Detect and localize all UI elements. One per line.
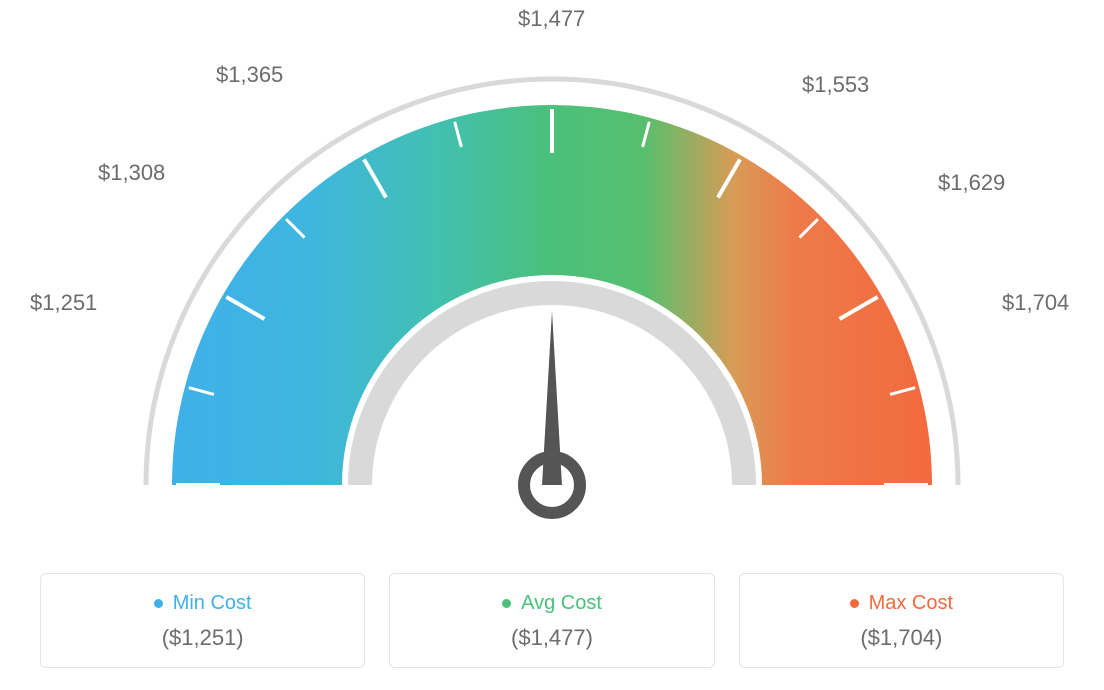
card-title: Max Cost — [850, 592, 953, 615]
min-cost-card: Min Cost ($1,251) — [40, 573, 365, 668]
legend-dot-icon — [154, 599, 163, 608]
gauge-tick-label: $1,553 — [802, 72, 869, 98]
card-title-text: Max Cost — [869, 592, 953, 615]
card-value: ($1,477) — [410, 625, 693, 651]
gauge-area: $1,251 $1,308 $1,365 $1,477 $1,553 $1,629 $1,7… — [0, 0, 1104, 560]
gauge-tick-label: $1,629 — [938, 170, 1005, 196]
gauge-svg — [102, 40, 1002, 540]
gauge-tick-label: $1,477 — [518, 6, 585, 32]
gauge-tick-label: $1,251 — [30, 290, 97, 316]
card-title-text: Min Cost — [173, 592, 252, 615]
avg-cost-card: Avg Cost ($1,477) — [389, 573, 714, 668]
card-title: Avg Cost — [502, 592, 602, 615]
card-title-text: Avg Cost — [521, 592, 602, 615]
card-title: Min Cost — [154, 592, 252, 615]
max-cost-card: Max Cost ($1,704) — [739, 573, 1064, 668]
gauge-chart-container: $1,251 $1,308 $1,365 $1,477 $1,553 $1,629 $1,7… — [0, 0, 1104, 690]
legend-cards: Min Cost ($1,251) Avg Cost ($1,477) Max Cost… — [40, 573, 1064, 668]
card-value: ($1,704) — [760, 625, 1043, 651]
gauge-tick-label: $1,704 — [1002, 290, 1069, 316]
gauge-tick-label: $1,365 — [216, 62, 283, 88]
card-value: ($1,251) — [61, 625, 344, 651]
legend-dot-icon — [850, 599, 859, 608]
legend-dot-icon — [502, 599, 511, 608]
gauge-tick-label: $1,308 — [98, 160, 165, 186]
